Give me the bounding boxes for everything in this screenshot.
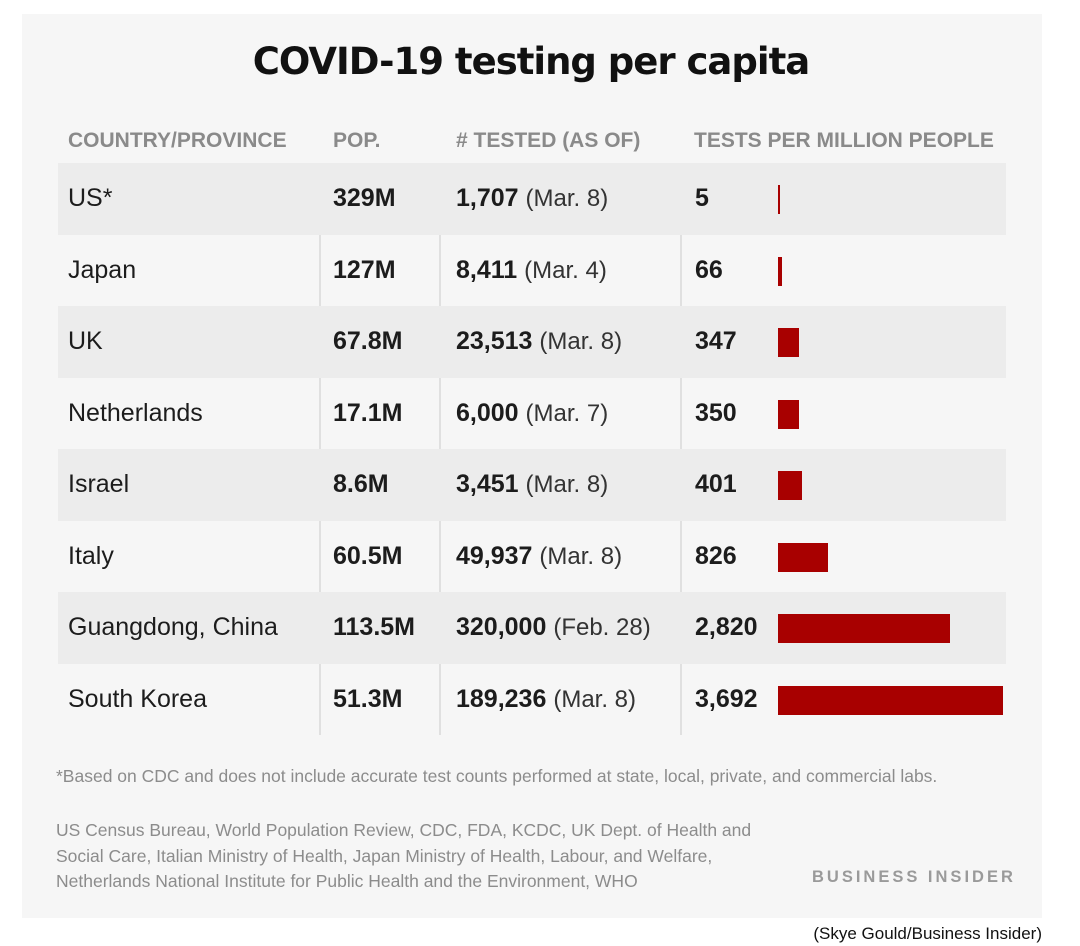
country-cell: Italy	[68, 541, 114, 570]
table-row: US* 329M 1,707 (Mar. 8) 5	[58, 163, 1006, 235]
per-million-bar	[778, 685, 1003, 715]
country-cell: South Korea	[68, 684, 207, 713]
country-cell: Japan	[68, 255, 137, 284]
table-row: Italy 60.5M 49,937 (Mar. 8) 826	[58, 521, 1006, 593]
per-million-value: 5	[695, 184, 709, 212]
table-row: Guangdong, China 113.5M 320,000 (Feb. 28) 2…	[58, 592, 1006, 664]
sources-text: US Census Bureau, World Population Revie…	[56, 820, 752, 891]
tested-date: (Mar. 8)	[525, 471, 609, 498]
tested-value: 1,707	[456, 184, 519, 212]
tested-value: 8,411	[456, 255, 518, 284]
per-million-value: 66	[695, 255, 723, 284]
population-cell: 329M	[333, 184, 396, 212]
tested-cell: 1,707 (Mar. 8)	[456, 163, 608, 235]
photo-credit: (Skye Gould/Business Insider)	[813, 924, 1042, 943]
population-cell: 60.5M	[333, 541, 403, 570]
tested-value: 189,236	[456, 684, 547, 713]
header-pop: POP.	[333, 129, 381, 152]
chart-title: COVID-19 testing per capita	[252, 40, 810, 83]
tested-date: (Mar. 7)	[525, 399, 609, 427]
tested-value: 23,513	[456, 327, 533, 355]
table-row: Netherlands 17.1M 6,000 (Mar. 7) 350	[58, 378, 1006, 450]
tested-value: 49,937	[456, 541, 533, 570]
population-cell: 17.1M	[333, 398, 403, 427]
per-million-bar	[778, 328, 800, 357]
header-tested: # TESTED (AS OF)	[456, 129, 641, 152]
country-cell: US*	[68, 184, 113, 212]
table-row: Japan 127M 8,411 (Mar. 4) 66	[58, 235, 1006, 307]
per-million-value: 350	[695, 398, 737, 427]
country-cell: Israel	[68, 470, 130, 498]
tested-cell: 6,000 (Mar. 7)	[456, 378, 608, 450]
per-million-value: 347	[695, 327, 737, 355]
population-cell: 51.3M	[333, 684, 403, 713]
tested-value: 320,000	[456, 613, 547, 641]
tested-date: (Feb. 28)	[553, 614, 651, 641]
tested-value: 3,451	[456, 470, 519, 498]
header-country: COUNTRY/PROVINCE	[68, 129, 287, 152]
tested-date: (Mar. 8)	[539, 328, 623, 355]
brand-logo: BUSINESS INSIDER	[812, 868, 1016, 886]
per-million-bar	[778, 256, 783, 286]
per-million-bar	[778, 185, 780, 214]
per-million-value: 2,820	[695, 613, 758, 641]
tested-date: (Mar. 8)	[553, 685, 637, 713]
per-million-value: 826	[695, 541, 737, 570]
tested-cell: 23,513 (Mar. 8)	[456, 306, 622, 378]
per-million-bar	[778, 399, 800, 429]
table-header: COUNTRY/PROVINCE POP. # TESTED (AS OF) T…	[58, 120, 1006, 163]
tested-cell: 320,000 (Feb. 28)	[456, 592, 651, 664]
per-million-value: 3,692	[695, 684, 758, 713]
data-table: COUNTRY/PROVINCE POP. # TESTED (AS OF) T…	[58, 120, 1006, 735]
footnote: *Based on CDC and does not include accur…	[56, 766, 938, 786]
population-cell: 8.6M	[333, 470, 389, 498]
tested-cell: 8,411 (Mar. 4)	[456, 235, 607, 307]
tested-cell: 189,236 (Mar. 8)	[456, 664, 636, 736]
tested-date: (Mar. 4)	[524, 256, 607, 284]
table-body: US* 329M 1,707 (Mar. 8) 5 Japan 127M 8,411 (Ma…	[58, 163, 1006, 735]
population-cell: 127M	[333, 255, 396, 284]
tested-cell: 3,451 (Mar. 8)	[456, 449, 608, 521]
per-million-bar	[778, 614, 950, 643]
table-row: South Korea 51.3M 189,236 (Mar. 8) 3,692	[58, 664, 1006, 736]
tested-date: (Mar. 8)	[525, 185, 609, 212]
table-row: UK 67.8M 23,513 (Mar. 8) 347	[58, 306, 1006, 378]
tested-value: 6,000	[456, 398, 519, 427]
per-million-value: 401	[695, 470, 737, 498]
population-cell: 67.8M	[333, 327, 403, 355]
country-cell: Guangdong, China	[68, 613, 278, 641]
country-cell: UK	[68, 327, 103, 355]
per-million-bar	[778, 542, 829, 572]
tested-cell: 49,937 (Mar. 8)	[456, 521, 622, 593]
table-row: Israel 8.6M 3,451 (Mar. 8) 401	[58, 449, 1006, 521]
population-cell: 113.5M	[333, 613, 416, 641]
header-per-million: TESTS PER MILLION PEOPLE	[694, 129, 994, 152]
country-cell: Netherlands	[68, 398, 203, 427]
per-million-bar	[778, 471, 803, 500]
tested-date: (Mar. 8)	[539, 542, 623, 570]
